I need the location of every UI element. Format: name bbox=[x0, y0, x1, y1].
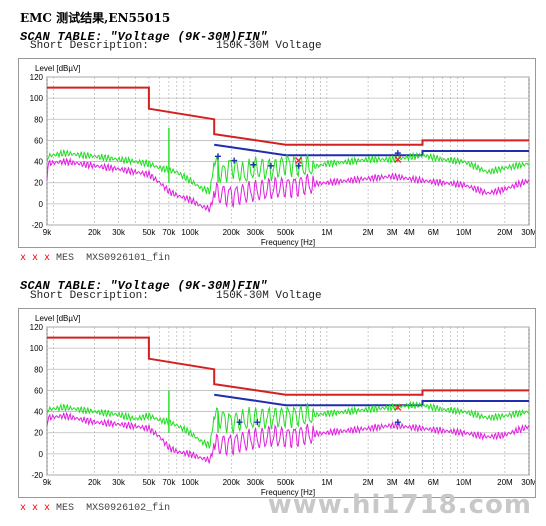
x-tick-label: 2M bbox=[363, 478, 374, 487]
legend-label: MES bbox=[56, 503, 75, 514]
plus-marker bbox=[254, 419, 261, 426]
plus-marker bbox=[267, 162, 274, 169]
y-tick-label: 60 bbox=[34, 386, 43, 395]
x-tick-label: 9k bbox=[43, 478, 52, 487]
short-description-label: Short Description: bbox=[30, 40, 149, 52]
y-tick-label: -20 bbox=[31, 471, 43, 480]
plus-marker bbox=[236, 419, 243, 426]
y-tick-label: 120 bbox=[30, 73, 44, 82]
legend-file: MXS0926102_fin bbox=[86, 503, 171, 514]
x-tick-label: 30M bbox=[521, 228, 535, 237]
y-tick-label: -20 bbox=[31, 221, 43, 230]
scan-table-label: SCAN TABLE: "Voltage (9K-30M)FIN" bbox=[20, 279, 268, 293]
x-tick-label: 6M bbox=[428, 478, 439, 487]
y-axis-label: Level [dBµV] bbox=[35, 64, 81, 73]
chart-legend: x x x MES MXS0926101_fin bbox=[20, 253, 170, 264]
y-tick-label: 0 bbox=[39, 450, 44, 459]
x-marker bbox=[394, 403, 402, 411]
x-tick-label: 200k bbox=[223, 228, 241, 237]
short-description-value: 150K-30M Voltage bbox=[216, 290, 322, 302]
x-tick-label: 9k bbox=[43, 228, 52, 237]
y-tick-label: 0 bbox=[39, 200, 44, 209]
short-description-label: Short Description: bbox=[30, 290, 149, 302]
x-tick-label: 1M bbox=[321, 228, 332, 237]
emc-chart: -20 0 20 40 60 80 100 120 9k 20k 30k 50k 70k 100k 200k… bbox=[30, 64, 535, 247]
x-tick-label: 70k bbox=[162, 478, 176, 487]
x-tick-label: 30k bbox=[112, 228, 126, 237]
x-tick-label: 300k bbox=[247, 478, 265, 487]
series-line bbox=[46, 157, 530, 213]
x-marker bbox=[295, 157, 302, 165]
x-axis-label: Frequency [Hz] bbox=[261, 238, 315, 247]
mes-marker-legend-icon: x x x bbox=[20, 503, 51, 514]
legend-label: MES bbox=[56, 253, 75, 264]
x-tick-label: 1M bbox=[321, 478, 332, 487]
plus-marker bbox=[215, 153, 222, 160]
x-tick-label: 20k bbox=[88, 228, 102, 237]
y-tick-label: 20 bbox=[34, 429, 43, 438]
short-description: Short Description: 150K-30M Voltage bbox=[30, 290, 322, 302]
x-tick-label: 20M bbox=[497, 228, 513, 237]
y-tick-label: 60 bbox=[34, 136, 43, 145]
x-tick-label: 3M bbox=[387, 228, 398, 237]
series-line bbox=[47, 336, 529, 396]
x-tick-label: 300k bbox=[247, 228, 265, 237]
x-tick-label: 500k bbox=[277, 228, 295, 237]
x-tick-label: 4M bbox=[404, 478, 415, 487]
y-tick-label: 120 bbox=[30, 323, 44, 332]
page-title: EMC 测试结果,EN55015 bbox=[20, 11, 171, 25]
y-tick-label: 100 bbox=[30, 94, 44, 103]
y-tick-label: 20 bbox=[34, 179, 43, 188]
x-tick-label: 20k bbox=[88, 478, 102, 487]
emc-chart: -20 0 20 40 60 80 100 120 9k 20k 30k 50k 70k 100k 200k… bbox=[30, 314, 535, 497]
x-tick-label: 10M bbox=[456, 228, 472, 237]
x-tick-label: 100k bbox=[181, 478, 199, 487]
series-line bbox=[47, 86, 529, 146]
x-tick-label: 50k bbox=[142, 478, 156, 487]
x-tick-label: 20M bbox=[497, 478, 513, 487]
x-tick-label: 100k bbox=[181, 228, 199, 237]
y-tick-label: 80 bbox=[34, 115, 43, 124]
x-marker bbox=[394, 155, 402, 163]
x-tick-label: 6M bbox=[428, 228, 439, 237]
short-description: Short Description: 150K-30M Voltage bbox=[30, 40, 322, 52]
x-tick-label: 70k bbox=[162, 228, 176, 237]
plus-marker bbox=[394, 419, 401, 426]
short-description-value: 150K-30M Voltage bbox=[216, 40, 322, 52]
watermark-text: www.hi1718.com bbox=[267, 490, 532, 520]
chart-legend: x x x MES MXS0926102_fin bbox=[20, 503, 170, 514]
y-axis-label: Level [dBµV] bbox=[35, 314, 81, 323]
x-tick-label: 30k bbox=[112, 478, 126, 487]
series-line bbox=[46, 400, 530, 449]
plus-marker bbox=[231, 157, 238, 164]
x-tick-label: 500k bbox=[277, 478, 295, 487]
x-tick-label: 30M bbox=[521, 478, 535, 487]
legend-file: MXS0926101_fin bbox=[86, 253, 171, 264]
x-tick-label: 2M bbox=[363, 228, 374, 237]
x-tick-label: 3M bbox=[387, 478, 398, 487]
series-line bbox=[46, 411, 530, 464]
x-tick-label: 4M bbox=[404, 228, 415, 237]
y-tick-label: 40 bbox=[34, 408, 43, 417]
x-tick-label: 50k bbox=[142, 228, 156, 237]
series-line bbox=[46, 148, 530, 196]
plus-marker bbox=[295, 162, 302, 169]
mes-marker-legend-icon: x x x bbox=[20, 253, 51, 264]
plus-marker bbox=[250, 161, 257, 168]
x-axis-label: Frequency [Hz] bbox=[261, 488, 315, 497]
scan-table-label: SCAN TABLE: "Voltage (9K-30M)FIN" bbox=[20, 30, 268, 44]
emc-chart-panel: -20 0 20 40 60 80 100 120 9k 20k 30k 50k 70k 100k 200k… bbox=[18, 58, 536, 248]
plus-marker bbox=[394, 150, 401, 157]
y-tick-label: 80 bbox=[34, 365, 43, 374]
emc-chart-panel: -20 0 20 40 60 80 100 120 9k 20k 30k 50k 70k 100k 200k… bbox=[18, 308, 536, 498]
y-tick-label: 100 bbox=[30, 344, 44, 353]
y-tick-label: 40 bbox=[34, 158, 43, 167]
x-tick-label: 10M bbox=[456, 478, 472, 487]
x-tick-label: 200k bbox=[223, 478, 241, 487]
